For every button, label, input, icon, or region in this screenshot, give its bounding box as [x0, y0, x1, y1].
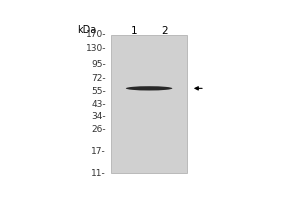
Text: 170-: 170- [85, 30, 106, 39]
Text: 26-: 26- [92, 125, 106, 134]
Text: 11-: 11- [91, 169, 106, 178]
Text: 95-: 95- [91, 60, 106, 69]
Text: 72-: 72- [92, 74, 106, 83]
Ellipse shape [126, 86, 172, 91]
Text: 17-: 17- [91, 147, 106, 156]
Bar [111, 35, 188, 173]
Text: 2: 2 [161, 26, 167, 36]
Text: 55-: 55- [91, 87, 106, 96]
Text: 43-: 43- [92, 100, 106, 109]
Text: 34-: 34- [92, 112, 106, 121]
Text: kDa: kDa [77, 25, 96, 35]
Text: 1: 1 [131, 26, 137, 36]
Text: 130-: 130- [85, 44, 106, 53]
